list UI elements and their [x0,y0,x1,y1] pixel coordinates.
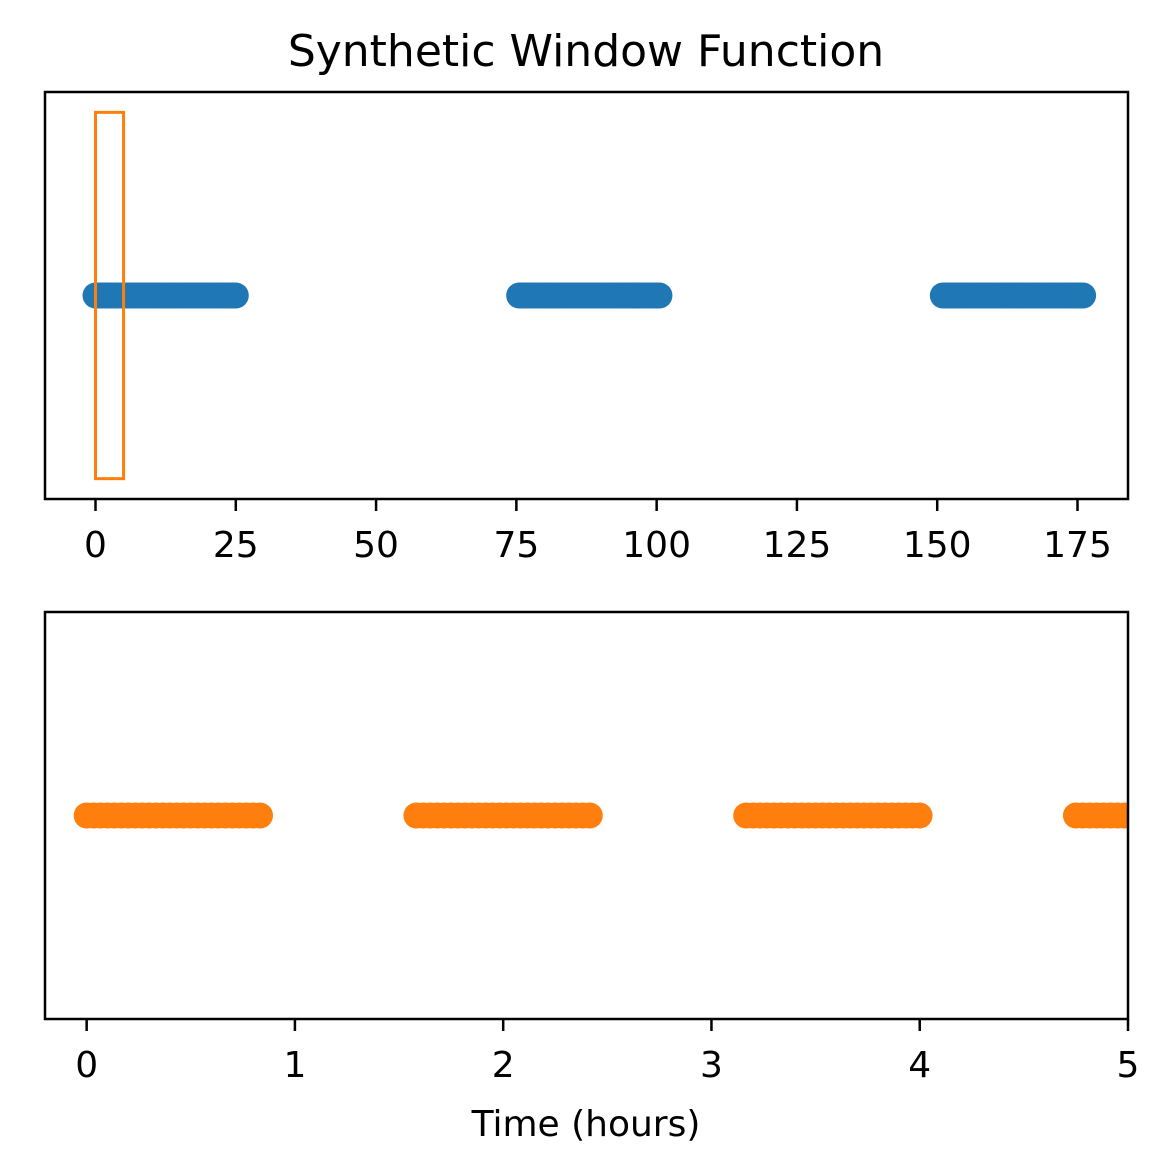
bottom-x-axis: 0 1 2 3 4 5 [75,1019,1139,1086]
bottom-plot-frame [43,610,1130,1021]
bottom-data-point [1118,802,1128,829]
top-x-tick-label: 100 [622,525,691,566]
bottom-x-tick-label: 2 [492,1045,515,1086]
bottom-data-point [247,802,274,829]
top-panel: 0 25 50 75 100 125 150 175 [43,90,1130,566]
bottom-data-markers [73,802,1128,829]
bottom-x-axis-label: Time (hours) [471,1104,701,1145]
top-x-tick-label: 0 [84,525,107,566]
top-x-axis: 0 25 50 75 100 125 150 175 [84,499,1112,566]
top-x-tick-label: 25 [213,525,259,566]
top-plot-frame [43,90,1130,501]
top-data-point [646,282,673,309]
top-x-tick-label: 175 [1043,525,1112,566]
bottom-x-tick-label: 4 [908,1045,931,1086]
chart-title: Synthetic Window Function [288,26,884,77]
bottom-x-tick-label: 0 [75,1045,98,1086]
bottom-x-tick-label: 3 [700,1045,723,1086]
top-x-tick-label: 150 [903,525,972,566]
bottom-x-tick-label: 1 [283,1045,306,1086]
bottom-data-point [576,802,603,829]
top-data-point [222,282,249,309]
top-x-tick-label: 50 [353,525,399,566]
top-x-tick-label: 125 [763,525,832,566]
top-x-tick-label: 75 [493,525,539,566]
top-data-point [1070,282,1097,309]
bottom-panel: 0 1 2 3 4 5 Time (hours) [43,610,1139,1145]
bottom-data-point [906,802,933,829]
bottom-x-tick-label: 5 [1117,1045,1140,1086]
top-data-markers [82,282,1097,309]
top-highlight-window [94,110,126,481]
